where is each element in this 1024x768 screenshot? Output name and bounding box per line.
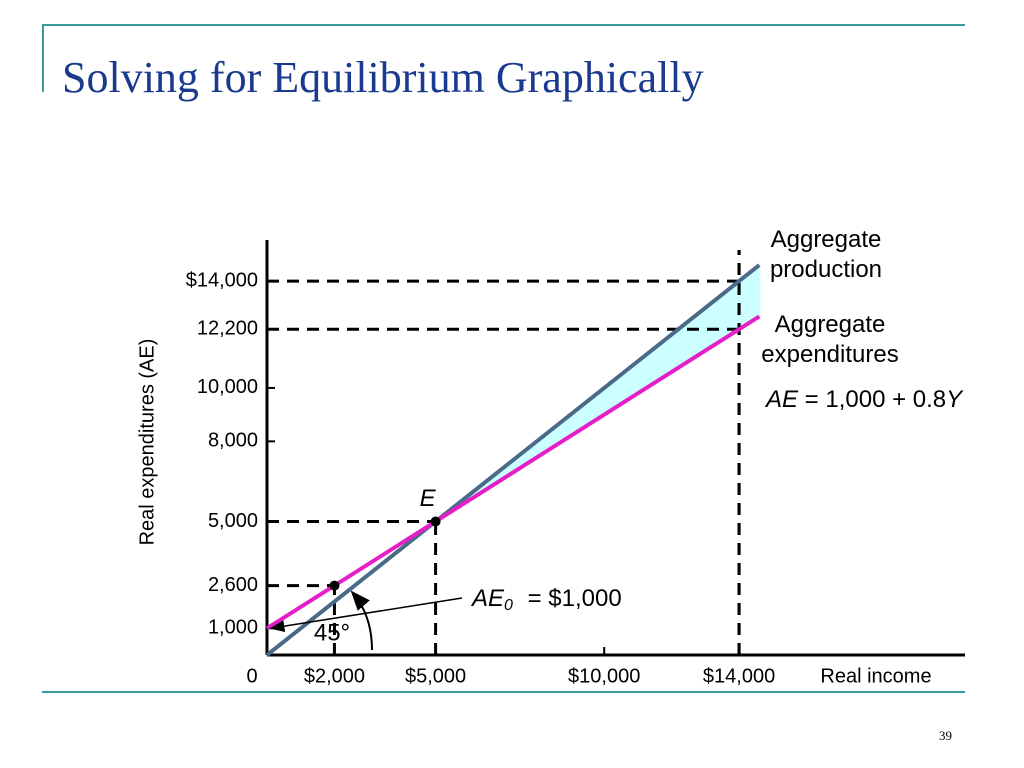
- y-tick-label: $14,000: [186, 269, 258, 291]
- x-axis-label: Real income: [820, 665, 931, 687]
- y-tick-label: 10,000: [197, 376, 258, 398]
- intercept-note: AE0 = $1,000: [470, 585, 622, 614]
- x-tick-label: $14,000: [703, 665, 775, 687]
- series-label: Aggregate production: [770, 226, 882, 283]
- point: [329, 580, 340, 591]
- slide-title: Solving for Equilibrium Graphically: [62, 53, 704, 102]
- angle-label: 45°: [314, 619, 350, 646]
- x-tick-label: $5,000: [405, 665, 466, 687]
- point: [430, 516, 441, 527]
- y-tick-label: 2,600: [208, 574, 258, 596]
- y-tick-label: 1,000: [208, 617, 258, 639]
- series-line: [265, 263, 761, 657]
- page-number: 39: [939, 728, 952, 743]
- note-arrow: [269, 597, 463, 633]
- point-label: E: [420, 485, 437, 512]
- y-axis-label: Real expenditures (AE): [136, 339, 158, 546]
- y-tick-label: 8,000: [208, 430, 258, 452]
- x-tick-label: $2,000: [304, 665, 365, 687]
- origin-label: 0: [246, 665, 257, 687]
- series-label: Aggregate expenditures: [761, 311, 898, 368]
- y-tick-label: 12,200: [197, 317, 258, 339]
- series-line: [265, 314, 761, 630]
- equation: AE = 1,000 + 0.8Y: [764, 386, 964, 413]
- angle-arc: [350, 590, 373, 651]
- plot: 0 Real income Real expenditures (AE) 1,000 2…: [136, 226, 965, 687]
- x-tick-label: $10,000: [568, 665, 640, 687]
- y-tick-label: 5,000: [208, 510, 258, 532]
